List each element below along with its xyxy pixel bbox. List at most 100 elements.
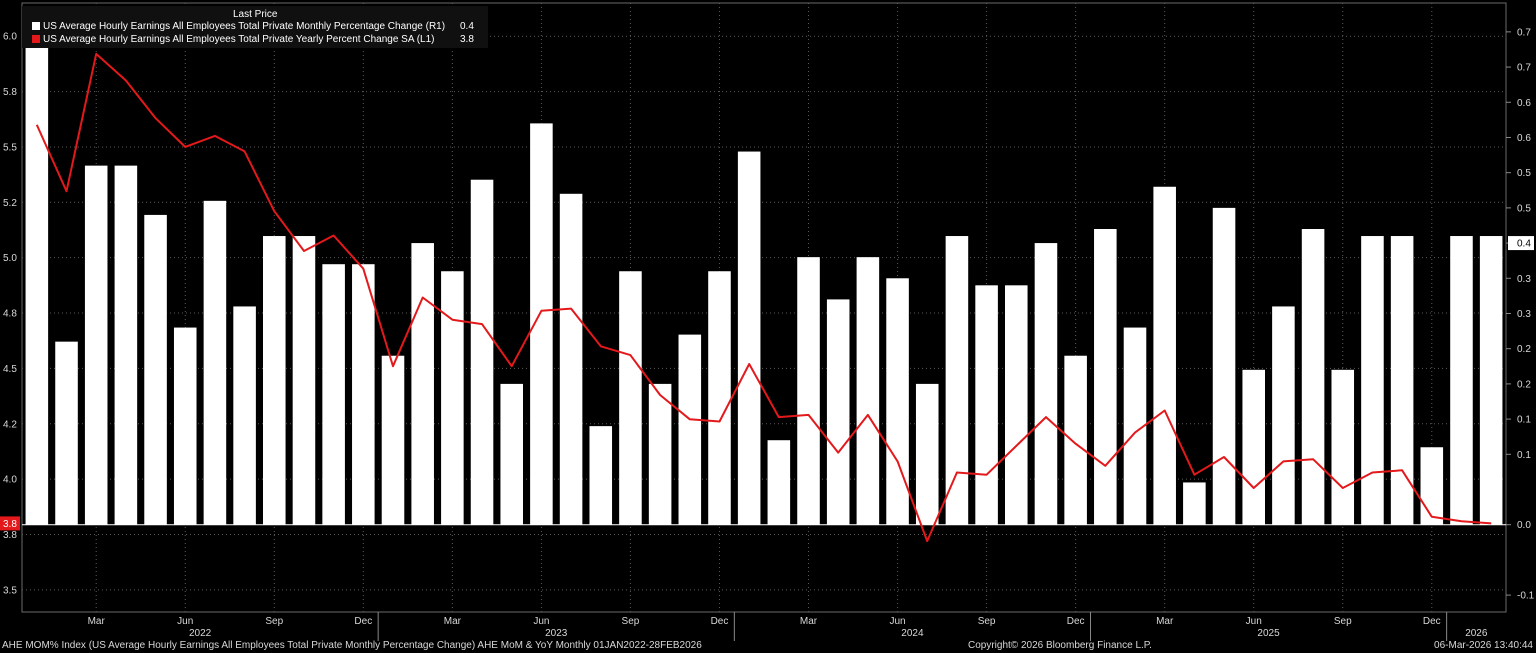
x-tick-label: Sep: [265, 616, 283, 627]
y-right-tick-label: 0.0: [1517, 520, 1531, 531]
line-yearly-change: [35, 52, 1492, 543]
bar-monthly-change: [1183, 482, 1206, 525]
y-right-tick-label: 0.3: [1517, 309, 1531, 320]
bar-monthly-change: [559, 193, 583, 525]
footer-copyright: Copyright© 2026 Bloomberg Finance L.P.: [968, 640, 1152, 651]
bar-monthly-change: [737, 151, 761, 525]
legend: Last Price US Average Hourly Earnings Al…: [22, 6, 488, 48]
bar-monthly-change: [381, 355, 405, 525]
y-right-tick-label: 0.6: [1517, 98, 1531, 109]
bar-monthly-change: [678, 334, 702, 525]
bar-monthly-change: [708, 271, 731, 525]
bar-monthly-change: [856, 257, 880, 525]
bar-monthly-change: [470, 179, 494, 525]
bar-monthly-change: [114, 165, 138, 525]
x-tick-label: Dec: [711, 616, 729, 627]
bar-monthly-change: [1153, 186, 1176, 525]
bar-monthly-change: [500, 383, 523, 525]
bar-monthly-change: [55, 341, 78, 525]
x-year-label: 2022: [189, 628, 212, 639]
y-left-tick-label: 5.5: [3, 142, 17, 153]
bar-monthly-change: [1331, 369, 1355, 525]
bar-monthly-change: [619, 271, 642, 525]
x-tick-label: Dec: [1423, 616, 1441, 627]
y-right-tick-label: 0.1: [1517, 450, 1531, 461]
x-tick-label: Sep: [978, 616, 996, 627]
y-right-tick-label: -0.1: [1517, 591, 1535, 602]
y-left-tick-label: 6.0: [3, 32, 17, 43]
y-left-tick-label: 5.8: [3, 87, 17, 98]
y-right-tick-label: 0.3: [1517, 274, 1531, 285]
y-left-tick-label: 5.2: [3, 198, 17, 209]
bar-monthly-change: [1420, 447, 1444, 525]
x-year-label: 2025: [1257, 628, 1280, 639]
x-tick-label: Sep: [622, 616, 640, 627]
footer-description: AHE MOM% Index (US Average Hourly Earnin…: [2, 640, 702, 651]
bar-monthly-change: [915, 383, 939, 525]
x-tick-label: Jun: [1246, 616, 1262, 627]
bar-monthly-change: [322, 264, 345, 525]
y-left-last-value-tag: [0, 516, 20, 531]
y-right-tick-label: 0.5: [1517, 168, 1531, 179]
bar-monthly-change: [441, 271, 464, 525]
bar-monthly-change: [1361, 236, 1384, 525]
y-left-tick-label: 4.8: [3, 309, 17, 320]
x-tick-label: Dec: [1067, 616, 1085, 627]
y-left-tick-label: 4.5: [3, 364, 17, 375]
bar-monthly-change: [975, 285, 998, 525]
bar-monthly-change: [1005, 285, 1028, 525]
bar-monthly-change: [25, 45, 49, 525]
bar-monthly-change: [1479, 236, 1503, 525]
legend-swatch-monthly: [32, 22, 40, 30]
bar-monthly-change: [1390, 236, 1414, 525]
legend-header: Last Price: [233, 9, 278, 20]
bar-monthly-change: [233, 306, 256, 525]
bar-monthly-change: [1301, 228, 1325, 525]
bar-monthly-change: [173, 327, 197, 525]
y-right-tick-label: 0.5: [1517, 203, 1531, 214]
y-left-tick-label: 4.2: [3, 419, 17, 430]
bar-monthly-change: [530, 123, 553, 525]
bar-monthly-change: [1123, 327, 1147, 525]
x-tick-label: Sep: [1334, 616, 1352, 627]
legend-value-yearly: 3.8: [460, 34, 474, 45]
x-year-label: 2024: [901, 628, 924, 639]
bar-monthly-change: [1450, 236, 1473, 525]
legend-item-yearly: US Average Hourly Earnings All Employees…: [32, 34, 435, 45]
y-right-tick-label: 0.7: [1517, 27, 1531, 38]
bar-monthly-change: [767, 440, 791, 525]
legend-item-monthly: US Average Hourly Earnings All Employees…: [32, 21, 445, 32]
x-tick-label: Mar: [88, 616, 106, 627]
y-left-tick-label: 5.0: [3, 253, 17, 264]
bar-monthly-change: [1242, 369, 1265, 525]
y-right-tick-label: 0.6: [1517, 133, 1531, 144]
x-tick-label: Mar: [444, 616, 462, 627]
bar-monthly-change: [411, 243, 434, 525]
legend-value-monthly: 0.4: [460, 21, 474, 32]
x-tick-label: Jun: [177, 616, 193, 627]
bar-monthly-change: [292, 236, 316, 525]
legend-label-yearly: US Average Hourly Earnings All Employees…: [43, 34, 435, 45]
y-right-tick-label: 0.7: [1517, 63, 1531, 74]
bar-monthly-change: [826, 299, 850, 525]
bar-monthly-change: [945, 236, 969, 525]
bar-monthly-change: [84, 165, 108, 525]
y-left-tick-label: 4.0: [3, 475, 17, 486]
y-right-last-value-label: 0.4: [1517, 239, 1531, 250]
bar-monthly-change: [1094, 228, 1117, 525]
legend-label-monthly: US Average Hourly Earnings All Employees…: [43, 21, 446, 32]
x-tick-label: Mar: [1156, 616, 1174, 627]
x-year-label: 2026: [1465, 628, 1488, 639]
y-left-last-value-label: 3.8: [3, 519, 17, 530]
bar-monthly-change: [144, 214, 167, 525]
x-year-label: 2023: [545, 628, 568, 639]
bar-monthly-change: [352, 264, 375, 525]
bar-monthly-change: [797, 257, 820, 525]
legend-swatch-yearly: [32, 35, 40, 43]
plot-frame: [21, 2, 1507, 613]
bar-monthly-change: [1034, 243, 1058, 525]
x-tick-label: Mar: [800, 616, 818, 627]
y-right-tick-label: 0.1: [1517, 415, 1531, 426]
y-left-tick-label: 3.5: [3, 585, 17, 596]
